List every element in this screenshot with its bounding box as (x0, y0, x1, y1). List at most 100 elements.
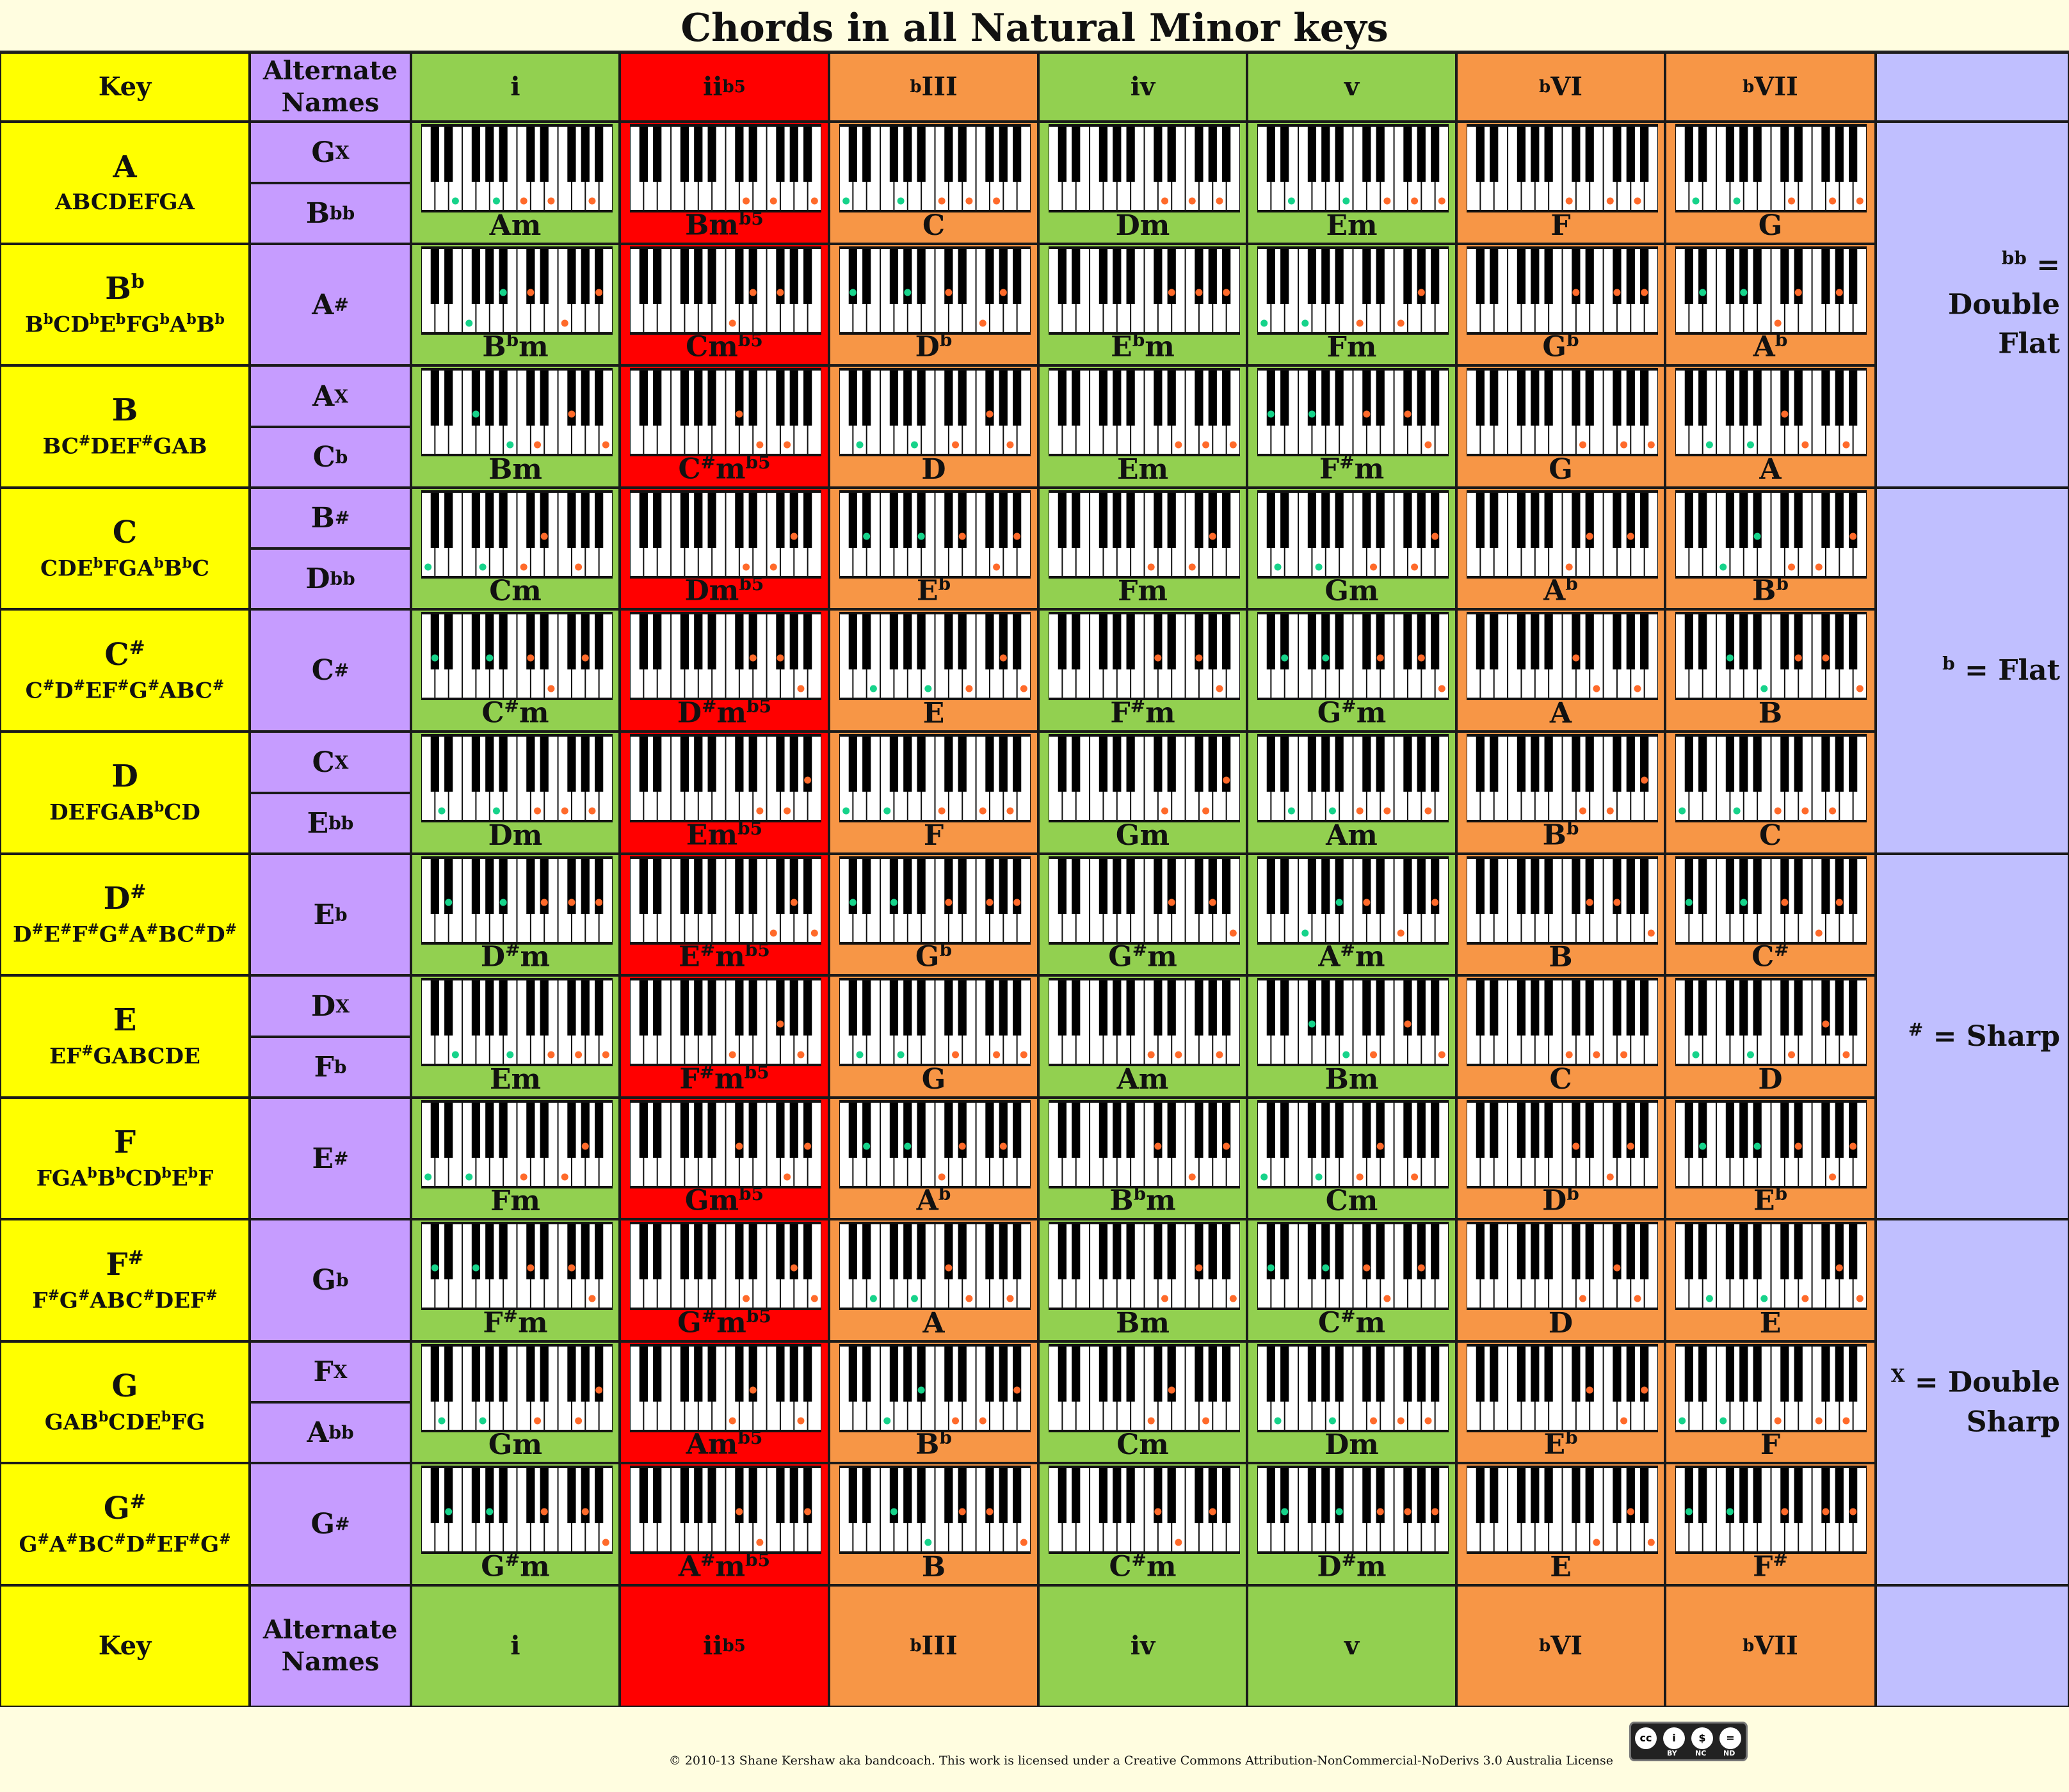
black-key (430, 980, 439, 1036)
chord-tone-dot (1586, 1386, 1593, 1394)
black-key (1280, 1347, 1289, 1402)
bass-note-dot (863, 532, 871, 540)
piano-keyboard-6-1 (421, 734, 613, 822)
chord-tone-dot (965, 1295, 973, 1302)
black-key (1222, 371, 1231, 426)
chord-tone-dot (1209, 532, 1216, 540)
black-key (1280, 249, 1289, 304)
black-key (639, 371, 648, 426)
chord-tone-dot (965, 685, 973, 692)
black-key (694, 1347, 703, 1402)
piano-keyboard-8-6 (1467, 978, 1658, 1066)
chord-tone-dot (1835, 899, 1843, 906)
chord-cell-12-1: G#m (411, 1463, 620, 1585)
chord-tone-dot (1835, 289, 1843, 296)
black-key (653, 127, 662, 182)
black-key (1072, 1224, 1081, 1279)
black-key (999, 1468, 1008, 1523)
black-key (985, 980, 994, 1036)
black-key (1753, 980, 1762, 1036)
black-key (1821, 371, 1830, 426)
black-key (889, 614, 899, 669)
legend-block-4: X = Double Sharp (1876, 1219, 2069, 1585)
black-key (581, 859, 590, 914)
black-key (1431, 980, 1440, 1036)
chord-name: E (1550, 1551, 1572, 1583)
header-alternate-top: Alternate Names (250, 52, 411, 122)
black-key (776, 737, 785, 792)
black-key (1544, 1347, 1553, 1402)
black-key (1490, 737, 1499, 792)
legend-text-2: b = Flat (1942, 653, 2060, 687)
black-key (499, 1224, 508, 1279)
piano-keyboard-1-7 (1675, 124, 1867, 212)
black-key (639, 1103, 648, 1158)
black-key (1725, 1103, 1735, 1158)
bass-note-dot (910, 1295, 918, 1302)
chord-cell-12-5: D#m (1247, 1463, 1456, 1585)
black-key (735, 859, 744, 914)
black-key (1362, 249, 1371, 304)
black-key (471, 614, 481, 669)
black-key (1099, 493, 1108, 548)
black-key (862, 1224, 871, 1279)
black-key (735, 1224, 744, 1279)
piano-keyboard-2-7 (1675, 246, 1867, 335)
black-key (1725, 1224, 1735, 1279)
piano-keyboard-5-2 (630, 612, 821, 700)
chord-name: Fm (490, 1185, 540, 1217)
piano-keyboard-9-4 (1049, 1100, 1240, 1188)
bass-note-dot (1308, 1020, 1316, 1028)
bass-note-dot (849, 899, 857, 906)
black-key (1208, 1347, 1217, 1402)
black-key (680, 980, 689, 1036)
chord-tone-dot (1376, 1142, 1384, 1150)
chord-cell-2-6: Gb (1456, 244, 1665, 365)
header-degree-7-top: b VII (1665, 52, 1876, 122)
black-key (1266, 1103, 1275, 1158)
nc-icon: $ (1691, 1727, 1713, 1749)
black-key (889, 249, 899, 304)
black-key (707, 371, 716, 426)
black-key (1431, 614, 1440, 669)
black-key (567, 493, 576, 548)
chord-name: F# (1753, 1549, 1788, 1583)
black-key (1613, 980, 1622, 1036)
chord-tone-dot (1188, 197, 1196, 205)
black-key (639, 614, 648, 669)
black-key (581, 127, 590, 182)
black-key (1531, 614, 1540, 669)
legend-block-2: b = Flat (1876, 488, 2069, 854)
black-key (1517, 737, 1526, 792)
alternate-name-12-1: G # (250, 1463, 411, 1585)
chord-tone-dot (1572, 289, 1580, 296)
key-name: Bb (105, 271, 145, 307)
bass-note-dot (1342, 197, 1350, 205)
black-key (1476, 1347, 1485, 1402)
piano-keyboard-12-7 (1675, 1466, 1867, 1554)
black-key (958, 371, 967, 426)
chord-tone-dot (1627, 532, 1634, 540)
chord-cell-9-5: Cm (1247, 1098, 1456, 1219)
chord-tone-dot (1404, 1508, 1412, 1516)
black-key (1321, 859, 1330, 914)
chord-name: Gm (1324, 575, 1379, 607)
chord-cell-5-7: B (1665, 609, 1876, 732)
piano-keyboard-6-3 (839, 734, 1031, 822)
black-key (1490, 859, 1499, 914)
black-key (1417, 493, 1426, 548)
chord-name: Dm (488, 819, 543, 852)
chord-tone-dot (534, 441, 542, 449)
black-key (1307, 859, 1317, 914)
chord-tone-dot (588, 1295, 596, 1302)
header-degree-7-bottom: b VII (1665, 1585, 1876, 1707)
black-key (1835, 1103, 1844, 1158)
bass-note-dot (499, 899, 507, 906)
chord-tone-dot (958, 532, 966, 540)
legend-text-4: X = Double Sharp (1890, 1364, 2060, 1438)
chord-tone-dot (1397, 929, 1405, 937)
black-key (1698, 859, 1707, 914)
key-name: C (112, 514, 138, 550)
nd-icon: = (1719, 1727, 1741, 1749)
